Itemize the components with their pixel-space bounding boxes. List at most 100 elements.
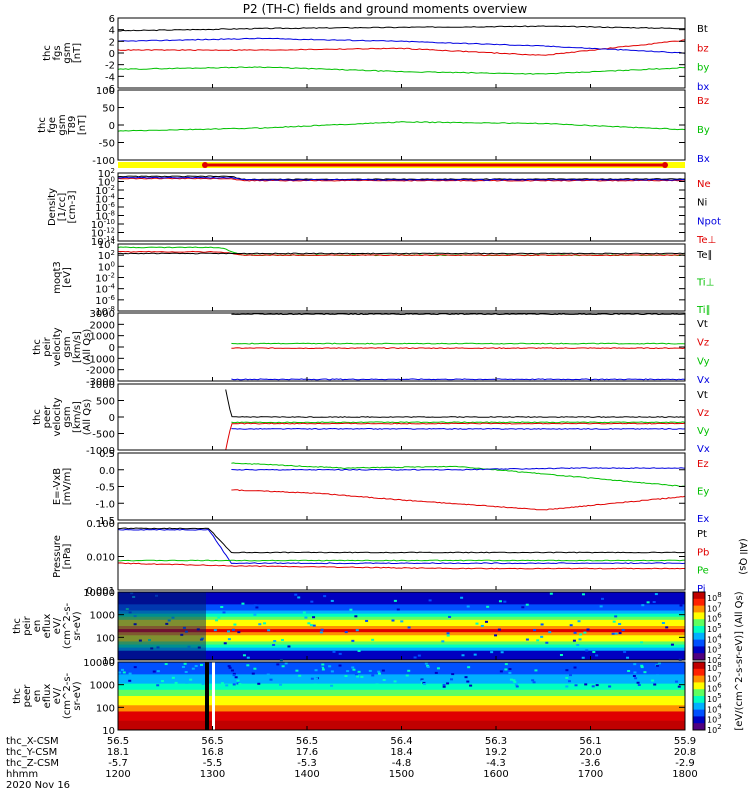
heatmap-speckle (583, 631, 587, 634)
x-axis-date: 2020 Nov 16 (6, 780, 70, 791)
heatmap-speckle (194, 665, 198, 668)
heatmap-band (118, 632, 685, 636)
series-line-vx (231, 427, 686, 430)
legend-label: Vt (697, 390, 708, 401)
y-tick-label: 104 (98, 238, 116, 251)
heatmap-band (118, 653, 685, 658)
heatmap-speckle (467, 666, 471, 669)
series-line-bx (118, 37, 686, 54)
heatmap-speckle (464, 676, 468, 679)
heatmap-speckle (627, 669, 631, 672)
x-axis-row-value: 18.4 (390, 747, 412, 758)
y-tick-label: 100 (96, 633, 115, 644)
panel-ylabel-line: (All Qs) (82, 329, 93, 366)
heatmap-speckle (446, 632, 450, 635)
heatmap-speckle (309, 624, 313, 627)
x-axis-time-label: 1300 (200, 769, 225, 780)
legend-label: Pb (697, 547, 709, 558)
heatmap-speckle (545, 684, 549, 687)
legend-label: Ey (697, 487, 709, 498)
heatmap-speckle (247, 681, 251, 684)
heatmap-speckle (226, 662, 230, 665)
y-tick-label: 10-6 (95, 294, 115, 307)
legend-label: Pe (697, 566, 709, 577)
heatmap-speckle (655, 664, 659, 667)
legend-label: bz (697, 43, 709, 54)
heatmap-speckle (446, 682, 450, 685)
x-axis-row-value: 55.9 (674, 736, 696, 747)
heatmap-speckle (665, 626, 669, 629)
panel-ylabel-line: [cm-3] (67, 190, 78, 223)
heatmap-speckle (371, 674, 375, 677)
heatmap-band (118, 692, 685, 697)
heatmap-speckle (152, 670, 156, 673)
heatmap-speckle (652, 601, 656, 604)
heatmap-speckle (234, 676, 238, 679)
panel-ylabel-line: thc (12, 618, 23, 634)
heatmap-speckle (441, 599, 445, 602)
legend-label: Vt (697, 319, 708, 330)
heatmap-speckle (573, 666, 577, 669)
status-bar-end-marker (662, 162, 668, 168)
panel-ylabel-line: eflux (42, 614, 53, 639)
x-axis-row-value: 56.3 (485, 736, 507, 747)
heatmap-speckle (255, 606, 259, 609)
heatmap-speckle (245, 671, 249, 674)
heatmap-speckle (420, 681, 424, 684)
x-axis-row-value: 16.8 (201, 747, 223, 758)
heatmap-speckle (236, 682, 240, 685)
panel-frame (117, 312, 686, 382)
heatmap-speckle (156, 684, 160, 687)
colorbar-tick-label: 103 (707, 713, 722, 725)
heatmap-speckle (480, 624, 484, 627)
heatmap-speckle (368, 669, 372, 672)
panel-peir_en: thc peir en eflux eV/(cm^2-s-sr-eV)100001000… (12, 588, 686, 667)
heatmap-speckle (585, 649, 589, 652)
heatmap-speckle (576, 644, 580, 647)
heatmap-speckle (371, 638, 375, 641)
heatmap-speckle (420, 678, 424, 681)
heatmap-speckle (133, 666, 137, 669)
panel-ylabel-line: peer (42, 405, 53, 429)
heatmap-band (118, 610, 685, 615)
heatmap-speckle (328, 665, 332, 668)
colorbar-label: [eV/(cm^2-s-sr-eV)] (All Qs) (734, 591, 745, 730)
heatmap-band (118, 622, 685, 627)
heatmap-speckle (122, 671, 126, 674)
heatmap-speckle (356, 675, 360, 678)
heatmap-speckle (512, 679, 516, 682)
heatmap-band (118, 705, 685, 709)
y-tick-label: 102 (98, 249, 115, 262)
heatmap-speckle (461, 671, 465, 674)
series-line-vz (225, 422, 686, 451)
panel-ylabel-line: en (32, 620, 43, 633)
y-tick-label: 0 (109, 121, 115, 132)
heatmap-speckle (183, 662, 187, 665)
y-tick-label: 10-8 (95, 210, 115, 223)
heatmap-speckle (258, 623, 262, 626)
panel-ylabel-line: gsm (62, 42, 73, 63)
heatmap-speckle (283, 653, 287, 656)
legend-label: Vx (697, 375, 710, 386)
heatmap-speckle (633, 671, 637, 674)
y-tick-label: 10-2 (95, 184, 115, 197)
series-line-te (117, 250, 686, 257)
heatmap-speckle (652, 607, 656, 610)
heatmap-speckle (591, 685, 595, 688)
heatmap-speckle (421, 679, 425, 682)
legend-label: by (697, 63, 709, 74)
heatmap-speckle (242, 654, 246, 657)
heatmap-speckle (213, 629, 217, 632)
colorbar-segment (693, 723, 705, 731)
heatmap-speckle (377, 672, 381, 675)
x-axis-time-label: 1800 (672, 769, 697, 780)
heatmap-speckle (128, 679, 132, 682)
heatmap-speckle (515, 685, 519, 688)
heatmap-speckle (508, 668, 512, 671)
x-axis-row-value: -5.3 (297, 758, 317, 769)
panel-ylabel-line: [1/cc] (57, 193, 68, 222)
x-axis-labels: thc_X-CSM 56.5 56.5 56.5 56.4 56.3 56.1 55.9 thc… (6, 736, 698, 791)
heatmap-speckle (257, 682, 261, 685)
y-tick-label: 0.100 (86, 519, 115, 530)
y-tick-label: 1000 (90, 332, 115, 343)
